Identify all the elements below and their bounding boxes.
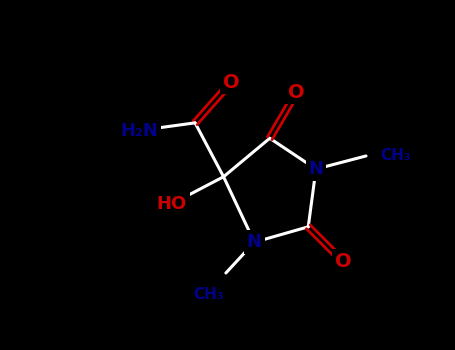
Text: HO: HO (157, 195, 187, 213)
Text: N: N (308, 160, 324, 178)
Text: H₂N: H₂N (120, 121, 158, 140)
Text: CH₃: CH₃ (380, 148, 410, 163)
Text: CH₃: CH₃ (193, 287, 223, 302)
Text: O: O (288, 83, 305, 102)
Text: O: O (223, 72, 240, 92)
Text: O: O (334, 252, 351, 271)
Text: N: N (247, 233, 262, 251)
